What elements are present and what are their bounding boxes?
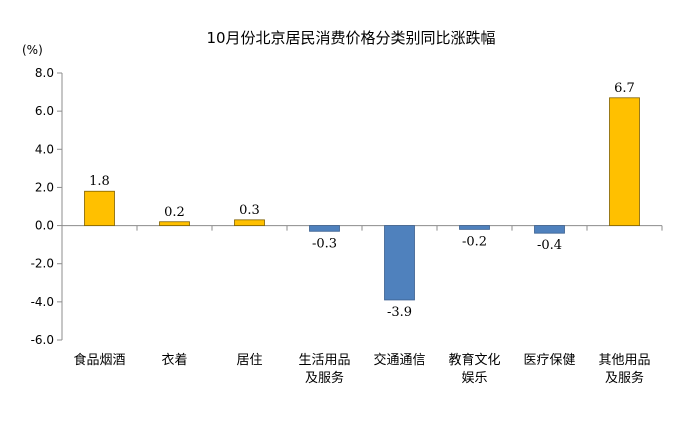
- y-tick-label: 2.0: [35, 180, 54, 194]
- data-label: -0.3: [312, 236, 337, 251]
- x-tick-label: 衣着: [161, 352, 187, 368]
- x-tick-label: 食品烟酒: [73, 352, 125, 368]
- y-tick-label: 8.0: [35, 66, 54, 80]
- x-tick-label: 及服务: [605, 370, 644, 386]
- data-label: 1.8: [89, 174, 110, 189]
- y-tick-label: -4.0: [31, 295, 54, 309]
- data-label: 6.7: [614, 81, 635, 96]
- y-tick-label: -6.0: [31, 333, 54, 347]
- y-tick-label: 0.0: [35, 219, 54, 233]
- x-tick-label: 医疗保健: [523, 353, 575, 368]
- y-tick-label: 6.0: [35, 104, 54, 118]
- x-tick-label: 教育文化: [448, 352, 500, 368]
- bar: [534, 225, 565, 234]
- bar: [384, 225, 415, 301]
- x-tick-label: 娱乐: [461, 371, 487, 386]
- bar: [309, 225, 340, 232]
- y-axis-unit: (%): [22, 43, 43, 57]
- bar: [609, 97, 640, 226]
- x-tick-label: 生活用品: [298, 353, 350, 368]
- data-label: -3.9: [387, 305, 412, 320]
- x-tick-label: 及服务: [305, 370, 344, 386]
- y-tick-label: 4.0: [35, 142, 54, 156]
- data-label: -0.2: [462, 234, 487, 249]
- data-label: 0.2: [164, 205, 185, 220]
- bar: [459, 225, 490, 230]
- data-label: -0.4: [537, 238, 562, 253]
- data-label: 0.3: [239, 203, 260, 218]
- x-tick-label: 其他用品: [598, 353, 650, 368]
- axes: 8.0 6.0 4.0 2.0 0.0 -2.0 -4.0 -6.0: [31, 66, 663, 347]
- x-tick-label: 交通通信: [373, 352, 425, 368]
- y-tick-label: -2.0: [31, 257, 54, 271]
- bar: [234, 219, 265, 226]
- data-labels: 1.8 0.2 0.3 -0.3 -3.9 -0.2 -0.4 6.7: [89, 81, 635, 320]
- bar: [159, 221, 190, 226]
- chart-title: 10月份北京居民消费价格分类别同比涨跌幅: [206, 29, 495, 47]
- x-tick-label: 居住: [236, 353, 262, 368]
- bars: [84, 97, 640, 301]
- bar: [84, 190, 115, 226]
